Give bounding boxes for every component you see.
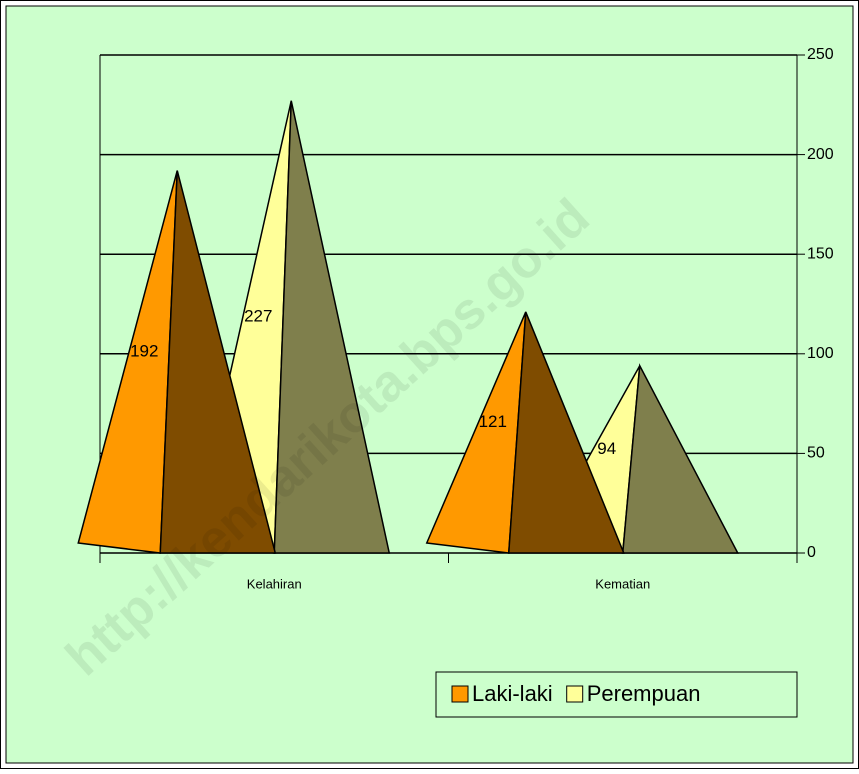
pyramid-face xyxy=(621,363,739,554)
legend-box xyxy=(435,671,798,718)
pyramid xyxy=(425,311,625,554)
data-label: 192 xyxy=(130,341,158,360)
data-label: 227 xyxy=(244,306,272,325)
pyramid-face xyxy=(159,170,277,554)
y-tick-label: 0 xyxy=(807,544,816,561)
y-tick-label: 250 xyxy=(807,46,834,63)
data-label: 94 xyxy=(597,439,616,458)
legend-swatch xyxy=(451,685,469,703)
x-tick-label: Kelahiran xyxy=(247,576,302,591)
pyramid xyxy=(77,170,277,554)
legend-label: Laki-laki xyxy=(472,681,553,706)
y-tick-label: 150 xyxy=(807,245,834,262)
pyramid-face xyxy=(507,311,625,554)
legend-swatch xyxy=(566,685,584,703)
y-tick-label: 200 xyxy=(807,146,834,163)
pyramid-face xyxy=(273,100,391,554)
x-tick-label: Kematian xyxy=(595,576,650,591)
y-tick-label: 100 xyxy=(807,345,834,362)
legend-label: Perempuan xyxy=(587,681,701,706)
y-tick-label: 50 xyxy=(807,445,825,462)
data-label: 121 xyxy=(479,412,507,431)
